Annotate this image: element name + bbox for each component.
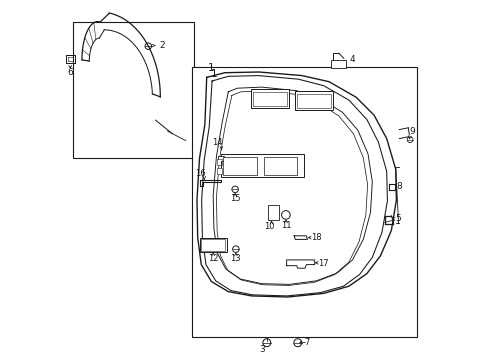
Text: 13: 13 (230, 254, 241, 263)
Text: 1: 1 (210, 69, 217, 78)
Bar (200, 238, 226, 252)
Text: 15: 15 (229, 194, 240, 203)
Bar (294, 91, 332, 110)
Text: 3: 3 (259, 345, 265, 354)
Text: 5: 5 (395, 214, 401, 223)
Bar (73, 22, 194, 158)
Text: 2: 2 (159, 41, 164, 50)
Bar (221, 154, 303, 177)
Bar (201, 239, 225, 251)
Text: 14: 14 (212, 139, 223, 148)
Text: 6: 6 (67, 68, 73, 77)
Bar (216, 168, 222, 174)
Text: 12: 12 (207, 253, 218, 263)
Text: 8: 8 (396, 182, 401, 191)
Text: 10: 10 (264, 222, 274, 231)
Bar (216, 159, 222, 165)
Text: 11: 11 (280, 221, 290, 230)
Bar (296, 94, 330, 108)
Bar (252, 92, 286, 106)
Bar (223, 157, 257, 175)
Bar (250, 89, 288, 108)
Text: 16: 16 (195, 169, 205, 178)
Text: 18: 18 (310, 233, 321, 242)
Bar (330, 60, 346, 68)
Text: 9: 9 (408, 127, 414, 136)
Bar (192, 67, 416, 337)
Bar (267, 205, 278, 220)
Text: 4: 4 (349, 55, 355, 63)
Bar (218, 156, 224, 161)
Text: ←7: ←7 (298, 338, 310, 347)
Text: 1: 1 (207, 63, 214, 73)
Bar (264, 157, 296, 175)
Text: 17: 17 (318, 259, 328, 268)
